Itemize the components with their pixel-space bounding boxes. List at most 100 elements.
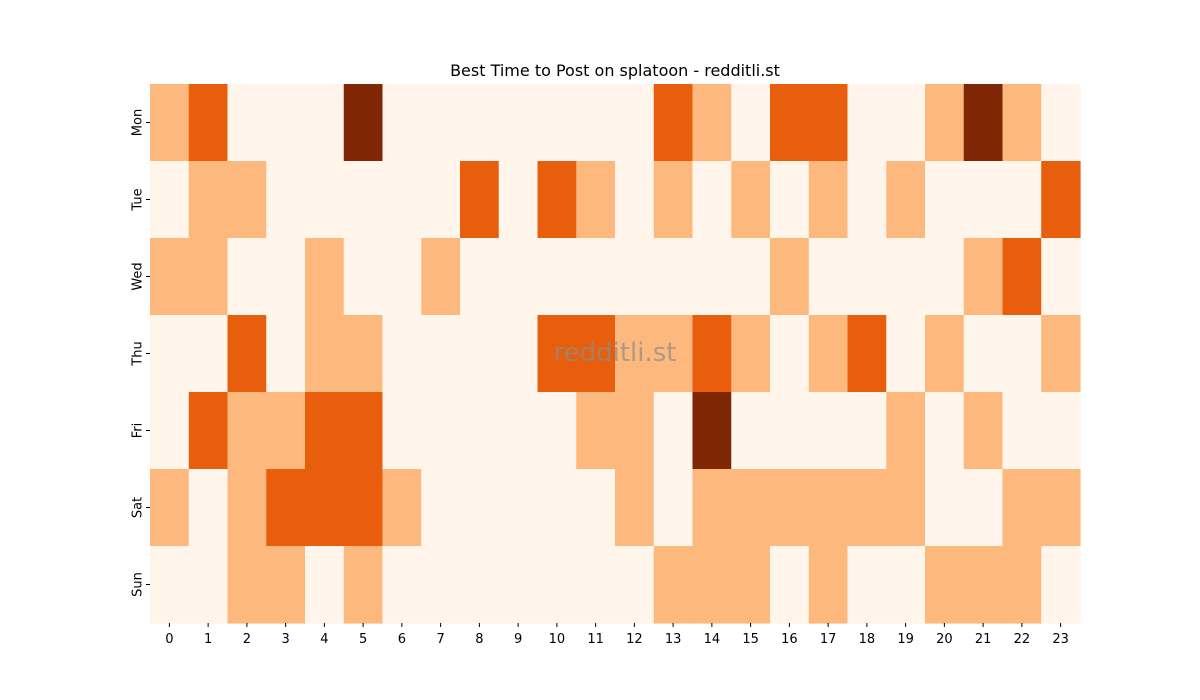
heatmap-cell-mon-10: [537, 84, 577, 162]
heatmap-cell-sun-8: [460, 546, 500, 624]
y-tick-label-sat: Sat: [131, 497, 146, 518]
x-tick-label: 4: [320, 632, 328, 647]
y-tick-label-fri: Fri: [131, 423, 146, 439]
x-tick-label: 11: [587, 632, 604, 647]
heatmap-cell-thu-17: [808, 315, 849, 393]
heatmap-cell-tue-19: [886, 161, 926, 239]
heatmap-cell-fri-12: [615, 392, 655, 470]
x-axis: 0 1 2 3 4 5 6 7 8 9 10 11 12 13 14 15 16 17 18 19 20 21 22 23: [165, 623, 1069, 647]
heatmap-cell-tue-18: [847, 161, 887, 239]
heatmap-cell-wed-1: [188, 238, 229, 316]
heatmap-cell-wed-13: [653, 238, 694, 316]
heatmap-cell-wed-12: [615, 238, 655, 316]
heatmap-cell-sun-16: [770, 546, 810, 624]
heatmap-cell-thu-15: [731, 315, 771, 393]
heatmap-cell-fri-17: [808, 392, 849, 470]
chart-title: Best Time to Post on splatoon - redditli…: [450, 61, 780, 80]
heatmap-cell-thu-9: [498, 315, 539, 393]
heatmap-cell-tue-21: [963, 161, 1004, 239]
heatmap-cell-fri-2: [227, 392, 267, 470]
heatmap-cell-mon-7: [421, 84, 461, 162]
heatmap-cell-mon-1: [188, 84, 229, 162]
heatmap-cell-sun-17: [808, 546, 849, 624]
heatmap-cell-fri-5: [343, 392, 384, 470]
heatmap-cell-thu-6: [382, 315, 422, 393]
heatmap-cell-fri-1: [188, 392, 229, 470]
watermark: redditli.st: [554, 338, 677, 368]
heatmap-cell-sat-20: [925, 469, 965, 547]
heatmap-cell-sun-23: [1041, 546, 1081, 624]
heatmap-cell-sun-19: [886, 546, 926, 624]
heatmap-cell-mon-19: [886, 84, 926, 162]
heatmap-cell-mon-21: [963, 84, 1004, 162]
y-tick-label-thu: Thu: [131, 341, 146, 366]
heatmap-cell-fri-4: [305, 392, 345, 470]
heatmap-cell-sat-6: [382, 469, 422, 547]
heatmap-cell-tue-11: [576, 161, 616, 239]
heatmap-cell-wed-4: [305, 238, 345, 316]
y-tick-label-sun: Sun: [131, 572, 146, 597]
x-tick-label: 8: [475, 632, 483, 647]
heatmap-cell-sat-12: [615, 469, 655, 547]
heatmap-cell-wed-20: [925, 238, 965, 316]
heatmap-cell-sun-20: [925, 546, 965, 624]
heatmap-cell-wed-8: [460, 238, 500, 316]
heatmap-cell-sun-15: [731, 546, 771, 624]
x-tick-label: 21: [975, 632, 992, 647]
x-tick-label: 19: [897, 632, 914, 647]
heatmap-cell-sun-0: [150, 546, 190, 624]
heatmap-cell-tue-7: [421, 161, 461, 239]
heatmap-cell-thu-2: [227, 315, 267, 393]
x-tick-label: 22: [1014, 632, 1031, 647]
heatmap-cell-thu-22: [1002, 315, 1042, 393]
heatmap-cell-wed-11: [576, 238, 616, 316]
heatmap-cell-thu-16: [770, 315, 810, 393]
heatmap-cell-sat-15: [731, 469, 771, 547]
x-tick-label: 0: [165, 632, 173, 647]
x-tick-label: 23: [1052, 632, 1069, 647]
x-tick-label: 5: [359, 632, 367, 647]
x-tick-label: 9: [514, 632, 522, 647]
x-tick-label: 16: [781, 632, 798, 647]
heatmap-cell-mon-22: [1002, 84, 1042, 162]
heatmap-cell-fri-8: [460, 392, 500, 470]
heatmap-cell-thu-14: [692, 315, 732, 393]
heatmap-cell-sat-4: [305, 469, 345, 547]
heatmap-cell-thu-20: [925, 315, 965, 393]
heatmap-cell-sat-9: [498, 469, 539, 547]
heatmap-cell-wed-6: [382, 238, 422, 316]
heatmap-cell-sat-22: [1002, 469, 1042, 547]
heatmap-cell-sun-1: [188, 546, 229, 624]
heatmap-cell-wed-17: [808, 238, 849, 316]
heatmap-cell-mon-15: [731, 84, 771, 162]
heatmap-cell-thu-0: [150, 315, 190, 393]
x-tick-label: 18: [859, 632, 876, 647]
heatmap-cells: [150, 84, 1081, 624]
heatmap-cell-wed-15: [731, 238, 771, 316]
heatmap-cell-thu-1: [188, 315, 229, 393]
heatmap-cell-fri-23: [1041, 392, 1081, 470]
heatmap-cell-sat-7: [421, 469, 461, 547]
heatmap-cell-wed-2: [227, 238, 267, 316]
heatmap-cell-sat-13: [653, 469, 694, 547]
heatmap-cell-sun-11: [576, 546, 616, 624]
heatmap-cell-sun-10: [537, 546, 577, 624]
heatmap-cell-fri-18: [847, 392, 887, 470]
heatmap-cell-mon-23: [1041, 84, 1081, 162]
heatmap-cell-thu-13: [653, 315, 694, 393]
heatmap-cell-tue-12: [615, 161, 655, 239]
heatmap-cell-sun-2: [227, 546, 267, 624]
heatmap-cell-thu-3: [266, 315, 306, 393]
heatmap-cell-wed-10: [537, 238, 577, 316]
heatmap-cell-fri-9: [498, 392, 539, 470]
x-tick-label: 1: [204, 632, 212, 647]
heatmap-cell-fri-21: [963, 392, 1004, 470]
heatmap-cell-wed-21: [963, 238, 1004, 316]
heatmap-cell-mon-8: [460, 84, 500, 162]
heatmap-cell-fri-16: [770, 392, 810, 470]
x-tick-label: 13: [665, 632, 682, 647]
heatmap-cell-mon-4: [305, 84, 345, 162]
heatmap-cell-fri-22: [1002, 392, 1042, 470]
heatmap-cell-fri-6: [382, 392, 422, 470]
